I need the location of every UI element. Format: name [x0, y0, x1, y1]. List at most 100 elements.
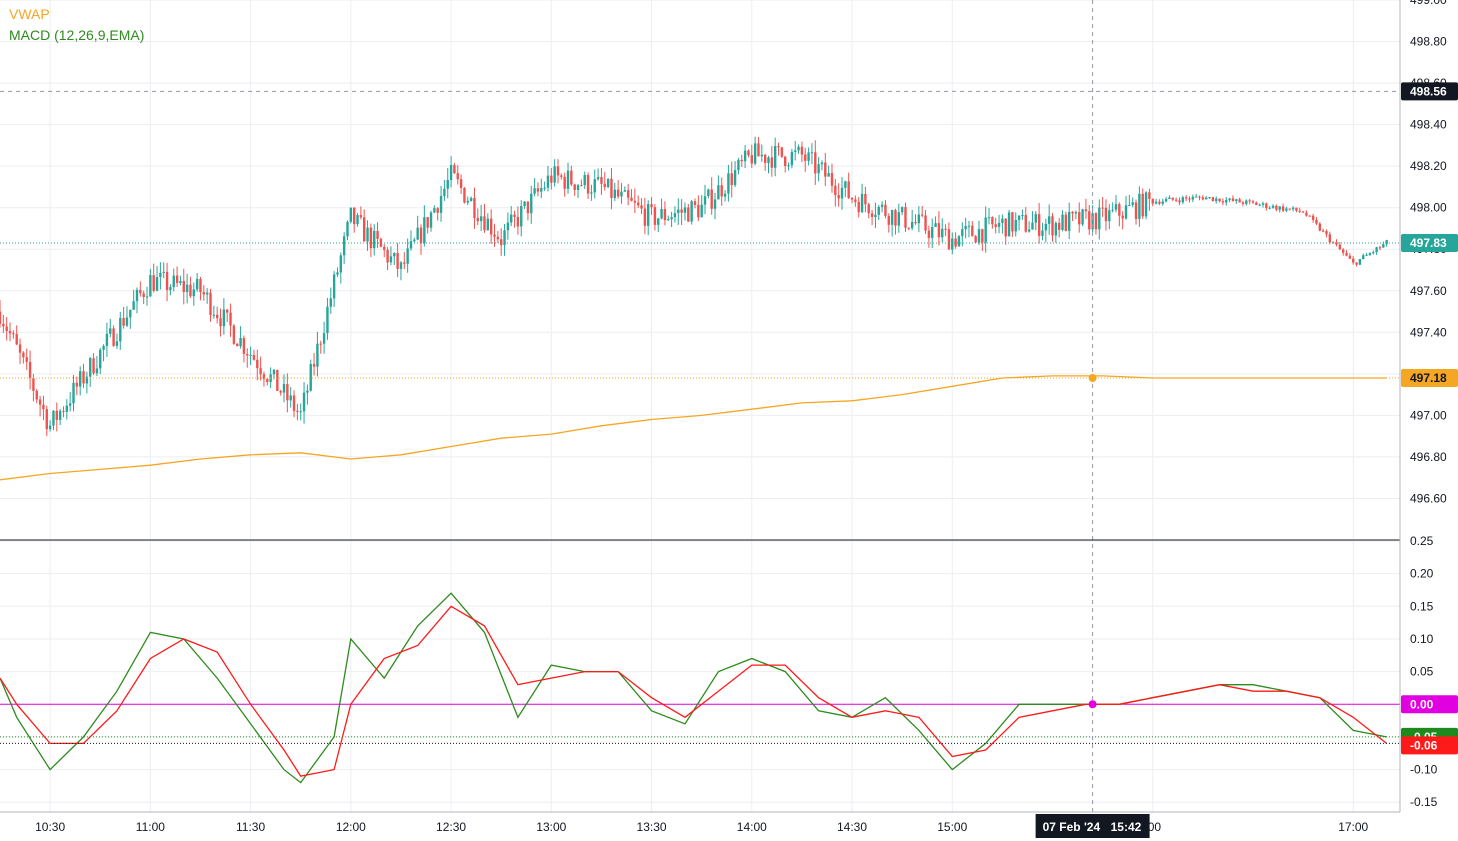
- candle-body: [723, 193, 727, 197]
- candle-body: [1151, 199, 1154, 204]
- candle-body: [68, 403, 72, 406]
- candle-body: [312, 364, 316, 367]
- candle-body: [506, 222, 510, 231]
- candle-body: [1315, 219, 1318, 224]
- candle-body: [329, 298, 332, 307]
- macd-tick-label: 0.15: [1410, 599, 1434, 613]
- candle-body: [242, 337, 246, 354]
- candle-body: [1328, 234, 1332, 243]
- candle-body: [349, 207, 353, 222]
- candle-body: [924, 215, 927, 231]
- candle-body: [663, 209, 667, 221]
- candle-body: [256, 359, 259, 369]
- candle-body: [894, 210, 897, 226]
- legend-macd[interactable]: MACD (12,26,9,EMA): [9, 27, 145, 43]
- candle-body: [413, 239, 416, 242]
- candle-body: [489, 218, 493, 235]
- candle-body: [1248, 200, 1251, 202]
- candle-body: [850, 197, 854, 200]
- candle-body: [212, 314, 216, 316]
- candle-body: [540, 188, 543, 192]
- candle-body: [1228, 198, 1231, 200]
- last-price-tag-text: 497.83: [1410, 236, 1447, 250]
- candle-body: [727, 173, 730, 194]
- candle-body: [957, 236, 961, 247]
- x-tick-label: 11:00: [136, 820, 165, 834]
- macd-tick-label: 0.20: [1410, 567, 1434, 581]
- candle-body: [643, 208, 647, 226]
- candle-body: [1064, 214, 1068, 231]
- candle-body: [296, 410, 299, 412]
- candle-body: [282, 384, 286, 393]
- x-tick-label: 12:30: [436, 820, 466, 834]
- candle-body: [1158, 201, 1161, 204]
- candle-body: [610, 178, 613, 198]
- crosshair: [0, 0, 1400, 812]
- candle-body: [677, 209, 680, 214]
- candle-body: [794, 150, 797, 152]
- signal-series-line: [0, 605, 1388, 777]
- candle-body: [626, 190, 630, 198]
- candle-body: [1037, 214, 1041, 236]
- candle-body: [636, 202, 640, 206]
- candle-body: [1188, 198, 1191, 200]
- candle-body: [215, 314, 219, 319]
- candle-body: [172, 275, 175, 288]
- candle-body: [1345, 252, 1348, 256]
- signal-value-tag-bg: [1401, 736, 1458, 755]
- candle-body: [563, 176, 566, 189]
- candle-body: [613, 189, 616, 198]
- candle-body: [58, 410, 62, 420]
- candle-body: [1141, 193, 1144, 217]
- price-tick-label: 499.00: [1410, 0, 1447, 7]
- candle-body: [593, 179, 596, 193]
- candle-body: [262, 374, 266, 380]
- candle-body: [326, 306, 329, 334]
- candle-body: [185, 284, 189, 293]
- candle-body: [182, 281, 185, 293]
- candle-body: [1298, 210, 1301, 212]
- candle-body: [1041, 230, 1044, 236]
- candle-body: [1271, 205, 1275, 208]
- price-tick-label: 497.60: [1410, 284, 1447, 298]
- candle-body: [373, 230, 376, 249]
- candle-body: [1154, 201, 1158, 204]
- candle-body: [209, 292, 212, 316]
- candle-body: [292, 395, 296, 411]
- candle-body: [1044, 223, 1048, 231]
- candle-body: [322, 333, 326, 344]
- candle-body: [446, 179, 449, 189]
- candle-body: [780, 147, 784, 157]
- candle-body: [897, 212, 901, 226]
- last-price-tag-bg: [1401, 234, 1458, 252]
- candle-body: [1108, 210, 1111, 222]
- candle-body: [576, 185, 580, 190]
- candle-body: [319, 343, 322, 345]
- candle-body: [35, 390, 38, 400]
- candle-body: [653, 207, 657, 225]
- candle-body: [800, 146, 804, 155]
- candle-body: [1104, 207, 1108, 222]
- candle-body: [697, 204, 700, 218]
- candle-body: [1258, 204, 1261, 206]
- candle-body: [1027, 229, 1031, 232]
- candle-body: [1368, 253, 1372, 255]
- crosshair-time-bg: [1035, 814, 1150, 838]
- candle-body: [125, 317, 129, 326]
- zero-tag-text: 0.00: [1410, 697, 1434, 711]
- candle-body: [573, 184, 576, 190]
- candle-body: [670, 217, 673, 220]
- candle-body: [720, 185, 723, 197]
- legend-vwap[interactable]: VWAP: [9, 6, 50, 22]
- candle-body: [1308, 215, 1311, 217]
- candle-body: [1235, 199, 1238, 201]
- candle-body: [1291, 207, 1295, 210]
- candle-body: [824, 162, 827, 177]
- candle-body: [616, 189, 620, 197]
- candle-body: [145, 296, 149, 298]
- candle-body: [342, 236, 346, 256]
- candle-body: [830, 173, 834, 186]
